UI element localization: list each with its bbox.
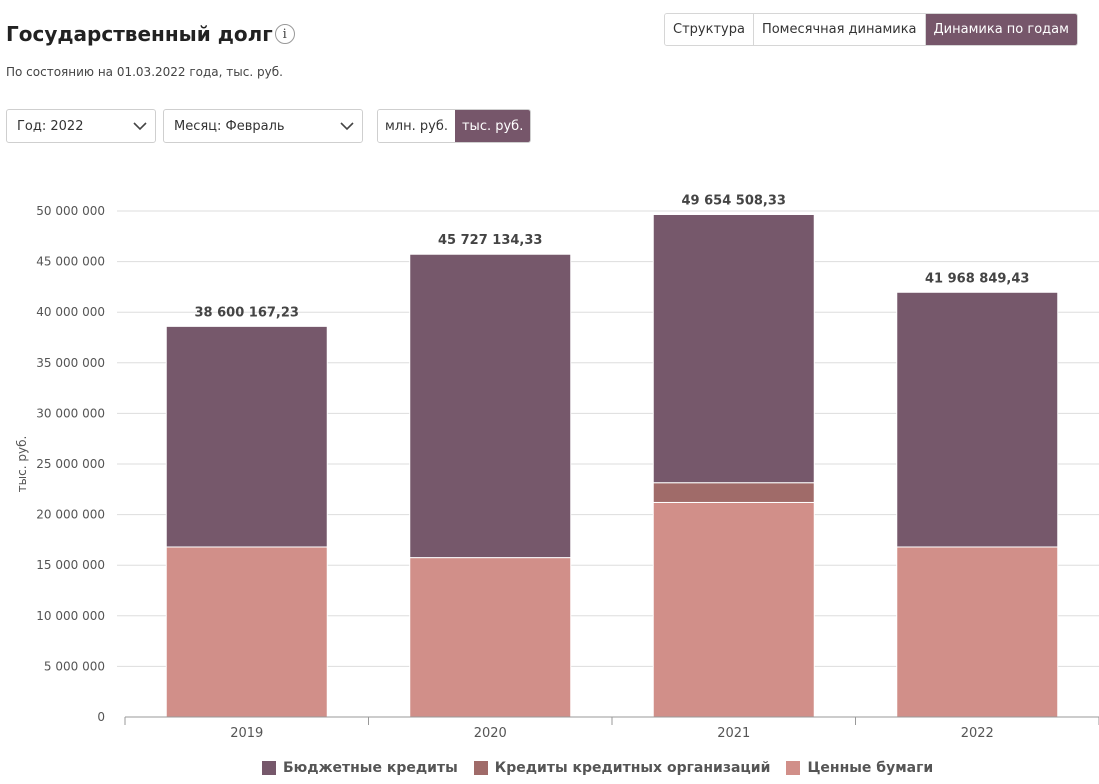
y-tick-label: 45 000 000 [36,255,105,269]
bar-segment [652,482,815,503]
chart-legend: Бюджетные кредиты Кредиты кредитных орга… [262,760,949,776]
x-tick-label: 2019 [230,726,263,741]
y-tick-label: 10 000 000 [36,609,105,623]
bar-segment [165,325,328,548]
tab-structure[interactable]: Структура [665,14,754,45]
month-select[interactable]: Месяц: Февраль [163,109,363,143]
bar-total-label: 45 727 134,33 [438,233,542,248]
y-tick-label: 25 000 000 [36,457,105,471]
y-tick-label: 30 000 000 [36,406,105,420]
bar-total-label: 41 968 849,43 [925,271,1029,286]
view-tabs: Структура Помесячная динамика Динамика п… [664,13,1078,46]
x-tick-label: 2022 [961,726,994,741]
tab-monthly-dynamics[interactable]: Помесячная динамика [753,14,926,45]
x-tick-label: 2020 [474,726,507,741]
bar-segment [652,213,815,484]
legend-swatch [262,761,276,775]
y-tick-label: 15 000 000 [36,558,105,572]
stacked-bar-chart: 0 5 000 000 10 000 000 15 000 000 20 000 000… [15,193,1099,741]
info-icon[interactable]: i [274,24,295,44]
bar-total-label: 49 654 508,33 [682,193,786,208]
x-tick-label: 2021 [717,726,750,741]
page-title: Государственный долг i [6,22,295,46]
unit-toggle: млн. руб. тыс. руб. [377,109,532,143]
legend-swatch [786,761,801,775]
legend-label: Ценные бумаги [807,760,934,776]
y-tick-label: 0 [97,710,105,724]
y-axis-label: тыс. руб. [15,436,29,493]
legend-label: Кредиты кредитных организаций [494,760,771,776]
legend-item-budget-loans[interactable]: Бюджетные кредиты [262,760,458,776]
y-tick-label: 35 000 000 [36,356,105,370]
page-title-text: Государственный долг [6,22,273,46]
month-select-value: Месяц: Февраль [174,118,285,134]
bar-segment [896,546,1059,718]
bar-segment [652,501,815,718]
legend-item-bank-loans[interactable]: Кредиты кредитных организаций [473,760,771,776]
year-select[interactable]: Год: 2022 [6,109,156,143]
unit-million-button[interactable]: млн. руб. [378,110,455,142]
tab-yearly-dynamics[interactable]: Динамика по годам [925,14,1077,45]
y-tick-label: 5 000 000 [44,659,105,673]
bar-segment [165,546,328,718]
year-select-value: Год: 2022 [17,118,84,134]
bar-segment [409,253,572,559]
y-tick-label: 50 000 000 [36,204,105,218]
unit-thousand-button[interactable]: тыс. руб. [454,110,531,142]
legend-label: Бюджетные кредиты [283,760,458,776]
legend-item-securities[interactable]: Ценные бумаги [786,760,933,776]
y-tick-label: 20 000 000 [36,508,105,522]
chevron-down-icon [133,122,147,131]
bar-segment [896,291,1059,548]
legend-swatch [473,761,488,775]
bar-total-label: 38 600 167,23 [195,305,299,320]
page-subtitle: По состоянию на 01.03.2022 года, тыс. ру… [6,65,283,79]
y-tick-label: 40 000 000 [36,305,105,319]
bar-segment [409,557,572,718]
chevron-down-icon [340,122,354,131]
